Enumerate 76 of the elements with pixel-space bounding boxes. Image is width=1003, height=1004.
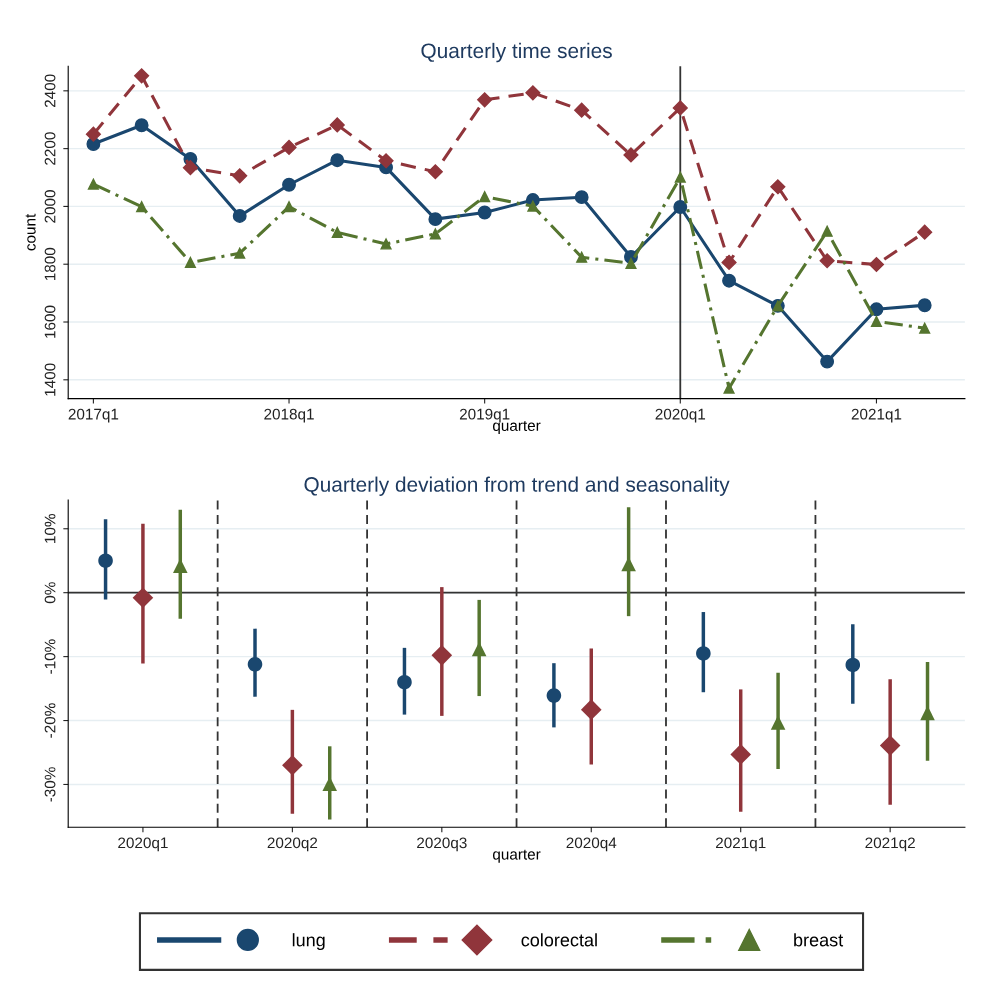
point [282, 177, 296, 192]
x-tick-label: 2020q3 [417, 837, 467, 852]
point [87, 178, 99, 190]
x-tick-label: 2017q1 [68, 408, 119, 423]
point [917, 298, 932, 313]
point [134, 68, 150, 84]
x-tick-label: 2018q1 [264, 408, 314, 423]
point [525, 85, 541, 101]
point [672, 100, 688, 116]
point [234, 247, 246, 259]
point [378, 153, 394, 169]
point [576, 251, 588, 263]
point [674, 171, 686, 183]
point [281, 139, 297, 156]
point [380, 238, 392, 250]
point [721, 254, 737, 271]
x-axis-title: quarter [492, 420, 541, 435]
y-tick-label: 0% [44, 582, 56, 604]
point [85, 126, 101, 142]
chart-title: Quarterly time series [421, 42, 612, 63]
point [919, 322, 931, 334]
x-tick-label: 2020q2 [267, 837, 318, 852]
point [625, 257, 637, 269]
x-tick-label: 2020q1 [655, 408, 706, 423]
point [868, 256, 885, 273]
x-tick-label: 2020q4 [566, 837, 617, 852]
point [623, 147, 639, 163]
point [232, 209, 247, 223]
y-tick-label: 10% [44, 514, 56, 543]
point [574, 190, 589, 205]
y-tick-label: 1600 [44, 305, 56, 338]
y-tick-label: 2400 [44, 74, 56, 108]
point [820, 354, 835, 369]
point [331, 226, 343, 238]
point [673, 200, 688, 214]
point [819, 253, 835, 269]
point [182, 160, 198, 176]
point [427, 164, 443, 180]
y-tick-label: 2200 [44, 132, 56, 165]
legend-label: lung [292, 933, 325, 951]
point [527, 200, 539, 212]
y-tick-label: 2000 [44, 190, 56, 223]
y-tick-label: 1400 [44, 363, 56, 396]
y-tick-label: -20% [44, 703, 56, 738]
point [330, 153, 345, 168]
point [134, 118, 149, 133]
x-tick-label: 2021q2 [865, 837, 915, 852]
x-axis-title: quarter [492, 849, 541, 863]
point [870, 315, 883, 327]
point [232, 168, 248, 184]
legend-label: breast [794, 933, 844, 947]
point [917, 224, 933, 240]
y-tick-label: -10% [44, 639, 56, 674]
chart-title: Quarterly deviation from trend and seasonality [304, 476, 730, 496]
y-tick-label: -30% [44, 767, 56, 802]
point [477, 92, 493, 108]
point [428, 212, 443, 227]
point [821, 225, 833, 237]
point [722, 273, 737, 288]
y-axis-title: count [25, 213, 36, 251]
point [329, 117, 345, 133]
point [136, 201, 148, 213]
y-tick-label: 1800 [44, 247, 56, 281]
x-tick-label: 2021q1 [716, 837, 766, 852]
point [477, 205, 492, 220]
point [770, 179, 786, 195]
point [184, 256, 196, 269]
x-tick-label: 2020q1 [118, 837, 168, 852]
point [574, 102, 590, 118]
point [479, 191, 491, 203]
x-tick-label: 2021q1 [851, 408, 902, 423]
legend-label: colorectal [521, 933, 597, 947]
x-tick-label: 2019q1 [459, 408, 510, 423]
point [283, 201, 295, 213]
point [429, 228, 441, 240]
point [723, 382, 735, 394]
